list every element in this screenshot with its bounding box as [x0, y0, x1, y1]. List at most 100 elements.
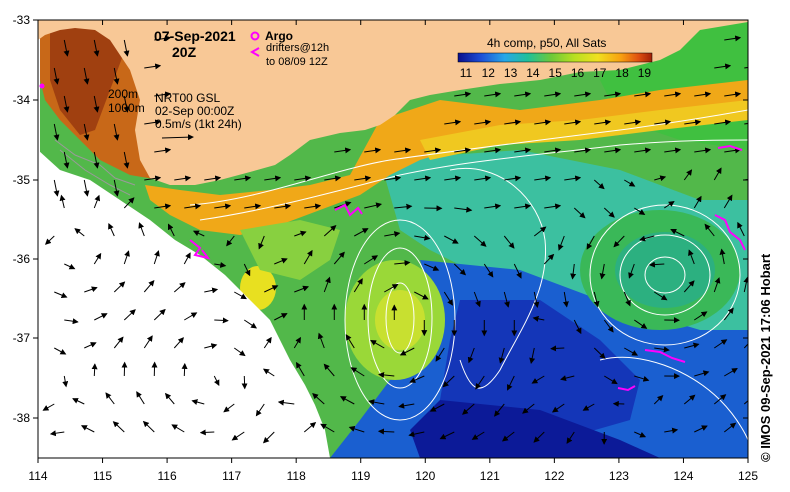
current-vector: [624, 347, 639, 356]
current-vector: [570, 263, 577, 280]
current-vector: [384, 231, 401, 238]
current-vector: [683, 280, 695, 293]
current-vector: [368, 399, 385, 406]
current-vector: [603, 319, 614, 333]
current-vector: [123, 309, 136, 321]
current-vector: [664, 201, 675, 209]
current-vector: [724, 147, 742, 154]
current-vector: [654, 346, 670, 353]
current-vector: [231, 431, 245, 441]
current-vector: [84, 342, 97, 349]
current-vector: [494, 403, 505, 417]
currents-product: NRT00 GSL: [155, 91, 220, 105]
vector-scale-label: 0.5m/s (1kt 24h): [155, 117, 242, 131]
current-vector: [233, 347, 246, 357]
current-vector: [83, 123, 90, 141]
map-plot-area: [38, 20, 748, 458]
current-vector: [378, 371, 395, 378]
current-vector: [364, 147, 382, 154]
current-vector: [533, 291, 540, 309]
current-vector: [83, 179, 90, 197]
current-vector: [83, 67, 90, 85]
current-vector: [557, 235, 565, 251]
current-vector: [654, 119, 672, 126]
current-vector: [191, 399, 205, 405]
current-vector: [370, 340, 385, 349]
current-vector: [112, 421, 125, 433]
current-vector: [173, 337, 184, 349]
current-vector: [684, 342, 700, 349]
current-vector: [394, 203, 413, 210]
current-vector: [534, 119, 552, 126]
current-vector: [384, 284, 399, 293]
current-vector: [143, 280, 155, 293]
current-vector: [62, 375, 69, 388]
lon-tick-label: 119: [351, 469, 370, 483]
current-vector: [154, 203, 172, 210]
current-vector: [566, 431, 575, 444]
current-vector: [174, 175, 192, 182]
current-vector: [453, 263, 467, 276]
current-vector: [113, 179, 120, 197]
current-vector: [604, 147, 622, 154]
current-vector: [93, 194, 101, 209]
current-vector: [514, 203, 532, 210]
current-vector: [484, 203, 502, 210]
current-vector: [507, 375, 515, 391]
current-vector: [533, 431, 545, 443]
current-vector: [84, 286, 98, 293]
current-vector: [473, 235, 487, 247]
current-vector: [603, 207, 615, 218]
current-vector: [653, 394, 664, 405]
current-vector: [214, 317, 229, 324]
colorbar-tick-label: 11: [460, 66, 473, 80]
current-vector: [574, 147, 592, 154]
current-vector: [294, 230, 307, 237]
lon-tick-label: 116: [158, 469, 177, 483]
current-vector: [599, 263, 606, 280]
current-vector: [296, 361, 305, 377]
current-vector: [514, 91, 532, 98]
current-vector: [544, 203, 562, 210]
current-vector: [243, 263, 251, 277]
current-vector: [226, 235, 235, 247]
drifters-label: drifters@12h: [266, 42, 329, 54]
current-vector: [628, 263, 635, 279]
current-vector: [694, 311, 708, 321]
current-vector: [244, 319, 258, 329]
current-vector: [713, 277, 721, 293]
current-vector: [573, 319, 582, 335]
current-vector: [522, 403, 535, 414]
current-vector: [634, 319, 648, 329]
current-vector: [604, 91, 622, 98]
drifters-range: to 08/09 12Z: [266, 56, 328, 68]
argo-label: Argo: [265, 29, 293, 43]
current-vector: [123, 39, 130, 57]
current-vector: [484, 91, 502, 98]
current-vector: [154, 147, 172, 154]
current-vector: [164, 392, 175, 405]
current-vector: [138, 222, 145, 237]
current-vector: [364, 255, 379, 265]
colorbar-tick-label: 15: [549, 66, 563, 80]
current-vector: [648, 261, 665, 268]
current-vector: [723, 307, 734, 321]
current-vector: [123, 95, 130, 113]
current-vector: [303, 249, 313, 265]
current-vector: [724, 91, 742, 98]
current-vector: [398, 402, 415, 409]
current-vector: [719, 248, 726, 265]
current-vector: [63, 151, 70, 169]
current-vector: [737, 221, 745, 237]
current-vector: [498, 347, 505, 364]
vector-scale-arrow: [161, 134, 194, 141]
current-vector: [713, 394, 727, 405]
current-vector: [444, 119, 462, 126]
current-vector: [429, 403, 445, 412]
current-vector: [136, 391, 145, 405]
current-vector: [80, 425, 95, 433]
current-vector: [586, 235, 595, 250]
current-vector: [214, 203, 232, 210]
argo-float-marker: [39, 83, 45, 89]
current-vector: [475, 375, 485, 390]
